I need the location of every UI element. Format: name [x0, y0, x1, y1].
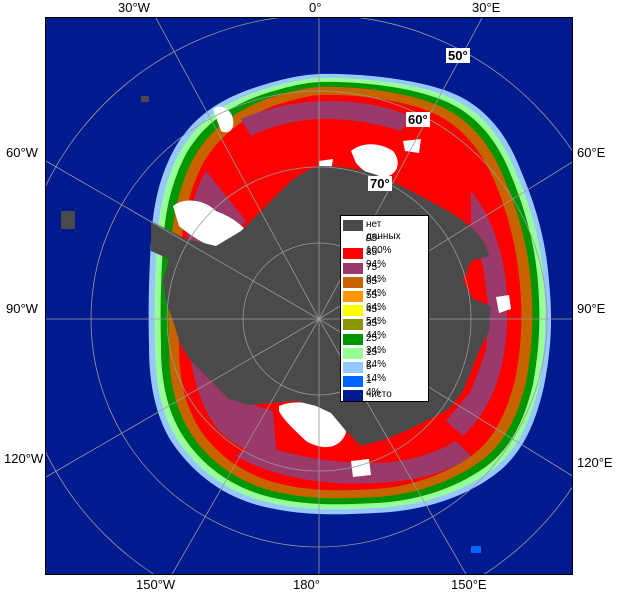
- legend-swatch: [343, 305, 363, 317]
- legend-label: 25-34%: [366, 332, 387, 356]
- ice-95-100-6: [496, 295, 511, 313]
- legend-label: 45-54%: [366, 304, 387, 328]
- legend-swatch: [343, 291, 363, 302]
- legend-swatch: [343, 376, 363, 388]
- legend-label: 65-74%: [366, 275, 387, 299]
- lon-label-150w: 150°W: [136, 577, 176, 592]
- map-canvas: [46, 18, 572, 574]
- lon-label-120w: 120°W: [4, 451, 44, 466]
- legend-label: 5-14%: [366, 361, 387, 384]
- lat-label-60: 60°: [406, 112, 430, 127]
- legend-swatch: [343, 362, 363, 373]
- ice-75-84-north: [241, 101, 411, 136]
- legend-label: 55-64%: [366, 290, 387, 313]
- ice-95-100-2: [351, 144, 398, 178]
- lon-label-180: 180°: [293, 577, 320, 592]
- lon-label-90e: 90°E: [577, 301, 606, 316]
- legend-label: 15-24%: [366, 346, 387, 370]
- lon-label-30e: 30°E: [472, 0, 501, 15]
- legend-swatch: [343, 390, 363, 402]
- legend-swatch: [343, 234, 363, 246]
- nodata-speck-2: [141, 96, 149, 102]
- nodata-speck-1: [61, 211, 75, 229]
- ice-95-100-4: [213, 106, 234, 133]
- legend-label: 35-44%: [366, 318, 387, 342]
- lon-label-0: 0°: [309, 0, 322, 15]
- sea-ice-map: 50° 60° 70°: [45, 17, 573, 575]
- lon-label-60w: 60°W: [6, 145, 38, 160]
- lon-label-60e: 60°E: [577, 145, 606, 160]
- legend-label: 75-84%: [366, 261, 387, 285]
- legend-label: нет данных: [366, 219, 401, 242]
- ice-75-84-south: [236, 441, 471, 484]
- lon-label-30w: 30°W: [118, 0, 150, 15]
- ice-95-100-3: [279, 402, 347, 448]
- ice-95-100-7: [351, 459, 371, 477]
- lat-label-50: 50°: [446, 48, 470, 63]
- legend: нет данных 95-100% 85-94% 75-84% 65-74% 55-64…: [340, 215, 429, 402]
- legend-label: 95-100%: [366, 233, 392, 257]
- ice-75-84-east: [446, 191, 508, 436]
- legend-swatch: [343, 248, 363, 260]
- lat-label-70: 70°: [368, 176, 392, 191]
- legend-label: чисто: [366, 389, 392, 401]
- legend-swatch: [343, 319, 363, 331]
- lon-label-150e: 150°E: [451, 577, 487, 592]
- lon-label-90w: 90°W: [6, 301, 38, 316]
- lon-label-120e: 120°E: [577, 455, 613, 470]
- legend-label: 1-4%: [366, 375, 381, 399]
- legend-swatch: [343, 333, 363, 345]
- legend-label: 85-94%: [366, 247, 387, 271]
- legend-swatch: [343, 220, 363, 231]
- legend-swatch: [343, 347, 363, 359]
- legend-swatch: [343, 276, 363, 288]
- ice-95-100-8: [403, 139, 421, 153]
- ice-speck-1: [471, 546, 481, 553]
- legend-swatch: [343, 262, 363, 274]
